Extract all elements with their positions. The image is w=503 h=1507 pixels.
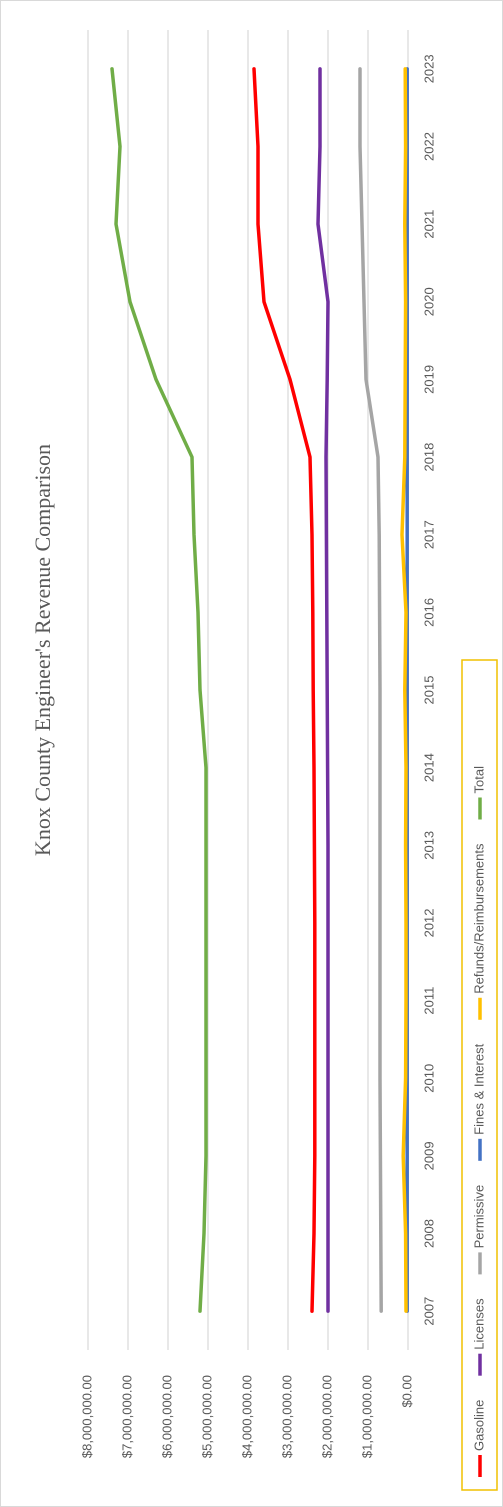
- legend-label: Fines & Interest: [471, 1043, 486, 1134]
- x-tick-label: 2012: [421, 908, 436, 937]
- legend-box: [461, 659, 498, 1491]
- series-line: [400, 67, 408, 1313]
- x-tick-label: 2011: [421, 987, 436, 1015]
- y-tick-label: $3,000,000.00: [279, 1375, 294, 1458]
- x-tick-label: 2020: [421, 287, 436, 316]
- chart-title: Knox County Engineer's Revenue Compariso…: [30, 444, 55, 856]
- legend-label: Permissive: [471, 1185, 486, 1249]
- y-tick-label: $0.00: [399, 1375, 414, 1408]
- legend-label: Licenses: [471, 1298, 486, 1350]
- x-tick-label: 2013: [421, 831, 436, 860]
- y-tick-label: $5,000,000.00: [199, 1375, 214, 1458]
- y-tick-label: $8,000,000.00: [79, 1375, 94, 1458]
- x-tick-label: 2022: [421, 132, 436, 161]
- legend-label: Refunds/Reimbursements: [471, 843, 486, 994]
- x-tick-label: 2021: [421, 210, 436, 239]
- y-tick-label: $2,000,000.00: [319, 1375, 334, 1458]
- x-tick-label: 2023: [421, 54, 436, 83]
- legend-label: Total: [471, 766, 486, 794]
- x-tick-label: 2018: [421, 443, 436, 472]
- series-line: [252, 67, 317, 1313]
- x-tick-label: 2010: [421, 1064, 436, 1093]
- series-line: [316, 67, 330, 1313]
- x-tick-label: 2008: [421, 1219, 436, 1248]
- x-tick-label: 2016: [421, 598, 436, 627]
- y-tick-label: $4,000,000.00: [239, 1375, 254, 1458]
- legend-label: Gasoline: [471, 1400, 486, 1451]
- x-tick-label: 2014: [421, 753, 436, 782]
- series-line: [358, 67, 383, 1313]
- y-tick-label: $7,000,000.00: [119, 1375, 134, 1458]
- y-tick-label: $1,000,000.00: [359, 1375, 374, 1458]
- rotated-chart: Knox County Engineer's Revenue Compariso…: [30, 30, 498, 1491]
- x-tick-label: 2009: [421, 1141, 436, 1170]
- x-tick-label: 2015: [421, 676, 436, 705]
- x-tick-label: 2007: [421, 1297, 436, 1326]
- series-line: [110, 67, 208, 1313]
- x-tick-label: 2017: [421, 520, 436, 549]
- y-tick-label: $6,000,000.00: [159, 1375, 174, 1458]
- x-tick-label: 2019: [421, 365, 436, 394]
